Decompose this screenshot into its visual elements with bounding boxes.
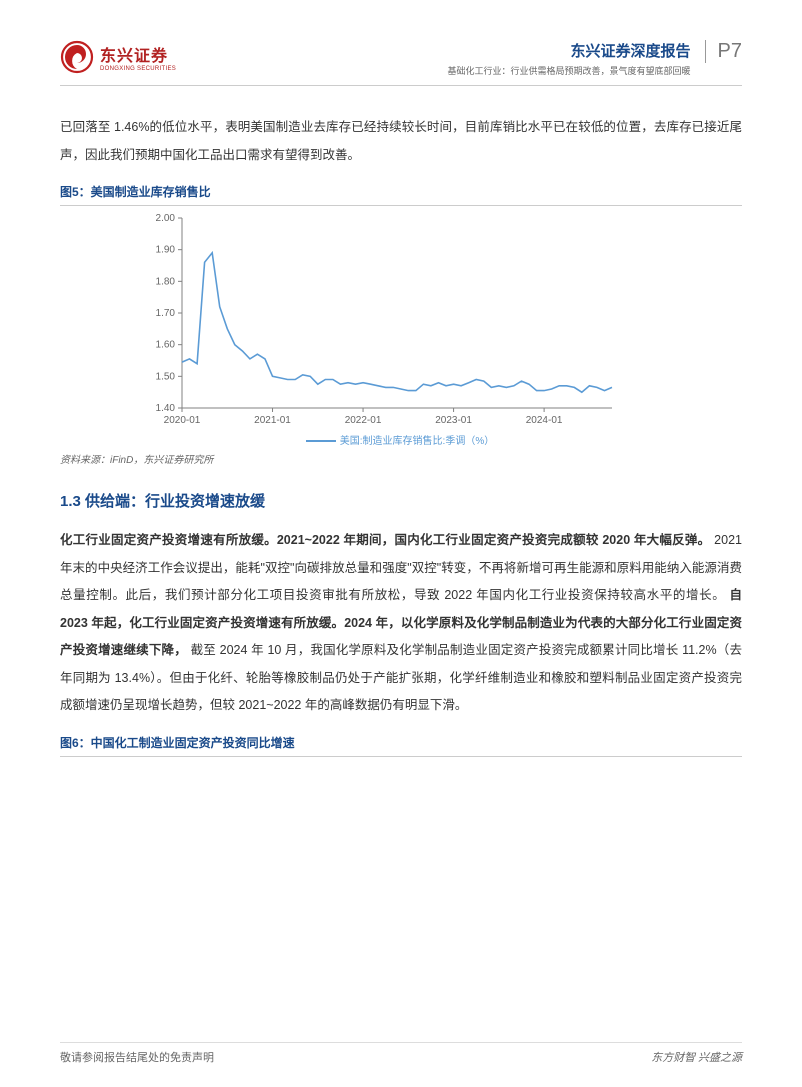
svg-text:2023-01: 2023-01 [435, 415, 472, 426]
figure-5-chart: 1.40 1.50 1.60 1.70 1.80 1.90 2.00 2020-01 2021-… [140, 212, 660, 447]
footer-slogan: 东方财智 兴盛之源 [651, 1049, 742, 1065]
logo-text-cn: 东兴证券 [100, 42, 176, 66]
logo-text-en: DONGXING SECURITIES [100, 66, 176, 72]
report-subtitle: 基础化工行业：行业供需格局预期改善，景气度有望底部回暖 [448, 64, 691, 77]
footer-disclaimer: 敬请参阅报告结尾处的免责声明 [60, 1049, 214, 1065]
figure-5-source: 资料来源：iFinD，东兴证券研究所 [60, 451, 742, 466]
page-number: P7 [705, 40, 742, 63]
svg-text:1.40: 1.40 [156, 403, 176, 414]
svg-text:2022-01: 2022-01 [345, 415, 382, 426]
chart-legend: 美国:制造业库存销售比:季调（%） [140, 432, 660, 447]
figure-6-caption: 图6：中国化工制造业固定资产投资同比增速 [60, 734, 742, 757]
intro-paragraph: 已回落至 1.46%的低位水平，表明美国制造业去库存已经持续较长时间，目前库销比… [60, 114, 742, 169]
report-title: 东兴证券深度报告 [448, 40, 691, 61]
svg-text:1.90: 1.90 [156, 245, 176, 256]
svg-text:2024-01: 2024-01 [526, 415, 563, 426]
svg-text:1.70: 1.70 [156, 308, 176, 319]
body-bold-1: 化工行业固定资产投资增速有所放缓。2021~2022 年期间，国内化工行业固定资… [60, 533, 710, 547]
svg-text:1.50: 1.50 [156, 371, 176, 382]
figure-5-caption: 图5：美国制造业库存销售比 [60, 183, 742, 206]
page-footer: 敬请参阅报告结尾处的免责声明 东方财智 兴盛之源 [60, 1042, 742, 1065]
logo-block: 东兴证券 DONGXING SECURITIES [60, 40, 176, 74]
svg-text:1.60: 1.60 [156, 340, 176, 351]
svg-text:2.00: 2.00 [156, 213, 176, 224]
svg-text:2021-01: 2021-01 [254, 415, 291, 426]
svg-text:1.80: 1.80 [156, 276, 176, 287]
section-1-3-heading: 1.3 供给端：行业投资增速放缓 [60, 490, 742, 511]
company-logo-icon [60, 40, 94, 74]
svg-text:2020-01: 2020-01 [164, 415, 201, 426]
page-header: 东兴证券 DONGXING SECURITIES 东兴证券深度报告 基础化工行业… [60, 40, 742, 86]
legend-label: 美国:制造业库存销售比:季调（%） [340, 436, 494, 447]
body-paragraph: 化工行业固定资产投资增速有所放缓。2021~2022 年期间，国内化工行业固定资… [60, 527, 742, 720]
